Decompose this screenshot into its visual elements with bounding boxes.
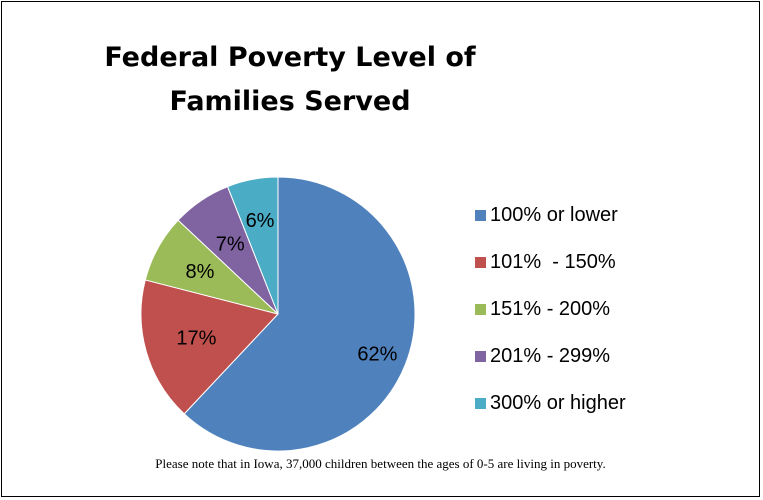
- legend-swatch: [475, 351, 486, 362]
- legend-swatch: [475, 304, 486, 315]
- pie-slice-4: [226, 176, 279, 315]
- pie-slice-0: [183, 176, 416, 452]
- chart-title: Federal Poverty Level of Families Served: [104, 42, 476, 117]
- legend-item: 300% or higher: [475, 380, 626, 427]
- footnote: Please note that in Iowa, 37,000 childre…: [155, 456, 606, 471]
- pie-data-labels: 62% 17% 8%7%6%: [176, 210, 397, 366]
- legend-label: 151% - 200%: [490, 298, 611, 320]
- legend-item: 201% - 299%: [475, 333, 626, 380]
- legend-label: 100% or lower: [490, 204, 618, 226]
- legend-item: 151% - 200%: [475, 286, 626, 333]
- legend-swatch: [475, 210, 486, 221]
- legend: 100% or lower 101% - 150% 151% - 200% 201% …: [475, 192, 626, 427]
- data-label-3: 7%: [216, 234, 245, 256]
- legend-swatch: [475, 398, 486, 409]
- pie-slice-1: [140, 279, 279, 415]
- data-label-4: 6%: [246, 210, 275, 232]
- data-label-1: 17%: [176, 328, 216, 350]
- pie-slices: [140, 176, 416, 452]
- legend-label: 201% - 299%: [490, 345, 611, 367]
- data-label-0: 62%: [357, 343, 397, 365]
- legend-swatch: [475, 257, 486, 268]
- legend-item: 101% - 150%: [475, 239, 626, 286]
- legend-label: 101% - 150%: [490, 251, 616, 273]
- legend-item: 100% or lower: [475, 192, 626, 239]
- data-label-2: 8%: [186, 261, 215, 283]
- legend-label: 300% or higher: [490, 392, 626, 414]
